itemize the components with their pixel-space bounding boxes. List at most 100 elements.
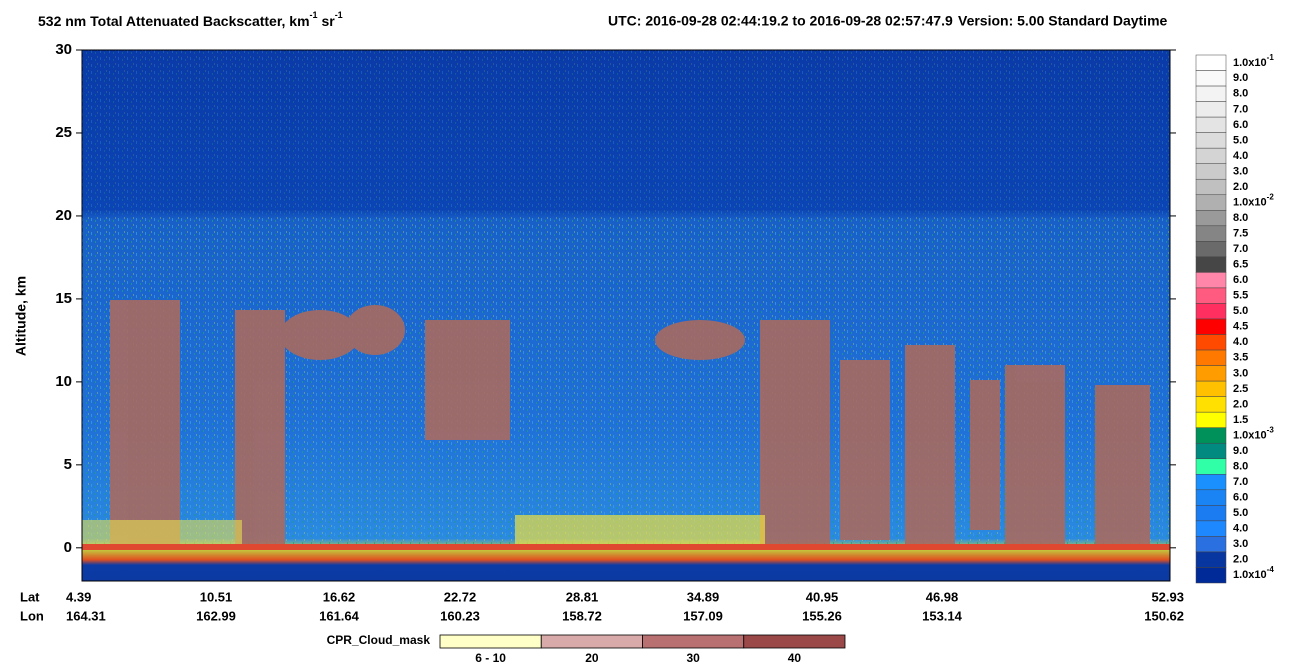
lat-label-value: 46.98 xyxy=(926,589,959,604)
colorbar-cell xyxy=(1195,147,1227,164)
colorbar-label: 3.0 xyxy=(1233,367,1248,379)
colorbar-cell xyxy=(1195,427,1227,444)
cloud-mask-label: 40 xyxy=(788,651,802,665)
cloud-mask-label: 20 xyxy=(585,651,599,665)
colorbar-cell xyxy=(1195,101,1227,118)
colorbar-cell xyxy=(1195,54,1227,71)
colorbar-label: 8.0 xyxy=(1233,460,1248,472)
lon-label-value: 155.26 xyxy=(802,608,842,623)
colorbar-cell xyxy=(1195,85,1227,102)
colorbar-label-base: 1.0x10 xyxy=(1233,569,1267,581)
colorbar-label: 5.0 xyxy=(1233,305,1248,317)
lon-label-value: 150.62 xyxy=(1144,608,1184,623)
colorbar-label: 6.5 xyxy=(1233,259,1248,271)
lon-label-value: 162.99 xyxy=(196,608,236,623)
colorbar-cell xyxy=(1195,520,1227,537)
colorbar-label: 6.0 xyxy=(1233,274,1248,286)
colorbar-label: 1.0x10-3 xyxy=(1233,426,1274,442)
colorbar-label: 1.0x10-4 xyxy=(1233,565,1274,581)
colorbar-label: 2.5 xyxy=(1233,383,1248,395)
lat-label-value: 40.95 xyxy=(806,589,839,604)
colorbar-label: 6.0 xyxy=(1233,119,1248,131)
colorbar-cell xyxy=(1195,551,1227,568)
title: 532 nm Total Attenuated Backscatter, km-… xyxy=(38,10,343,28)
cloud-mask-swatch xyxy=(540,634,643,649)
y-axis-label: Altitude, km xyxy=(13,276,29,356)
colorbar-cell xyxy=(1195,256,1227,273)
colorbar-label: 8.0 xyxy=(1233,212,1248,224)
colorbar-cell xyxy=(1195,287,1227,304)
colorbar-label: 9.0 xyxy=(1233,72,1248,84)
colorbar-cell xyxy=(1195,365,1227,382)
colorbar-cell xyxy=(1195,132,1227,149)
colorbar-cell xyxy=(1195,70,1227,87)
colorbar-cell xyxy=(1195,241,1227,258)
colorbar-label: 9.0 xyxy=(1233,445,1248,457)
colorbar-label-exp: -4 xyxy=(1267,565,1275,574)
colorbar-label: 7.5 xyxy=(1233,227,1248,239)
colorbar-cell xyxy=(1195,334,1227,351)
colorbar-label-exp: -3 xyxy=(1267,426,1275,435)
lon-label-value: 164.31 xyxy=(66,608,106,623)
colorbar-label: 4.5 xyxy=(1233,321,1248,333)
colorbar-label: 3.0 xyxy=(1233,165,1248,177)
y-tick-label: 10 xyxy=(55,373,72,390)
colorbar-cell xyxy=(1195,272,1227,289)
colorbar-label-base: 1.0x10 xyxy=(1233,57,1267,69)
colorbar-cell xyxy=(1195,474,1227,491)
colorbar-cell xyxy=(1195,489,1227,506)
colorbar-label: 2.0 xyxy=(1233,398,1248,410)
colorbar-label: 1.0x10-1 xyxy=(1233,53,1274,69)
lat-label-value: 10.51 xyxy=(200,589,233,604)
time-range: UTC: 2016-09-28 02:44:19.2 to 2016-09-28… xyxy=(608,13,953,29)
colorbar-cell xyxy=(1195,349,1227,366)
title-superscript: -1 xyxy=(335,10,343,20)
y-tick-label: 5 xyxy=(64,456,72,473)
lon-label: Lon xyxy=(20,608,44,623)
lon-label-value: 157.09 xyxy=(683,608,723,623)
colorbar-label: 1.5 xyxy=(1233,414,1248,426)
lat-label-value: 34.89 xyxy=(687,589,720,604)
colorbar-label: 4.0 xyxy=(1233,336,1248,348)
colorbar-label: 4.0 xyxy=(1233,523,1248,535)
y-tick-label: 0 xyxy=(64,539,72,556)
colorbar-label: 3.0 xyxy=(1233,538,1248,550)
lon-label-value: 160.23 xyxy=(440,608,480,623)
colorbar-label: 2.0 xyxy=(1233,554,1248,566)
cloud-mask-label: 6 - 10 xyxy=(475,651,506,665)
colorbar-cell xyxy=(1195,116,1227,133)
lat-label-value: 22.72 xyxy=(444,589,477,604)
colorbar-label: 2.0 xyxy=(1233,181,1248,193)
colorbar-cell xyxy=(1195,458,1227,475)
colorbar-label: 4.0 xyxy=(1233,150,1248,162)
colorbar-label: 7.0 xyxy=(1233,243,1248,255)
backscatter-image xyxy=(82,50,1170,581)
colorbar-cell xyxy=(1195,225,1227,242)
y-tick-label: 20 xyxy=(55,207,72,224)
colorbar-cell xyxy=(1195,210,1227,227)
colorbar-cell xyxy=(1195,178,1227,196)
colorbar-label: 1.0x10-2 xyxy=(1233,193,1274,209)
colorbar-label: 6.0 xyxy=(1233,491,1248,503)
colorbar-label: 8.0 xyxy=(1233,88,1248,100)
plot-frame xyxy=(81,49,1171,582)
lon-label-value: 153.14 xyxy=(922,608,963,623)
colorbar-cell xyxy=(1195,396,1227,413)
cloud-mask-swatch xyxy=(642,634,745,649)
y-tick-label: 15 xyxy=(55,290,72,307)
version: Version: 5.00 Standard Daytime xyxy=(958,13,1168,29)
colorbar-label: 5.0 xyxy=(1233,507,1248,519)
colorbar-label: 3.5 xyxy=(1233,352,1248,364)
colorbar-cell xyxy=(1195,163,1227,180)
lon-label-value: 158.72 xyxy=(562,608,602,623)
y-tick-label: 25 xyxy=(55,124,72,141)
colorbar-cell xyxy=(1195,318,1227,335)
lat-label-value: 16.62 xyxy=(323,589,356,604)
colorbar-label: 7.0 xyxy=(1233,476,1248,488)
colorbar-label-exp: -2 xyxy=(1267,193,1275,202)
cloud-mask-title: CPR_Cloud_mask xyxy=(327,633,431,647)
chart-title: 532 nm Total Attenuated Backscatter, km-… xyxy=(38,10,343,28)
cloud-mask-label: 30 xyxy=(686,651,700,665)
cloud-mask-swatch xyxy=(439,634,542,649)
